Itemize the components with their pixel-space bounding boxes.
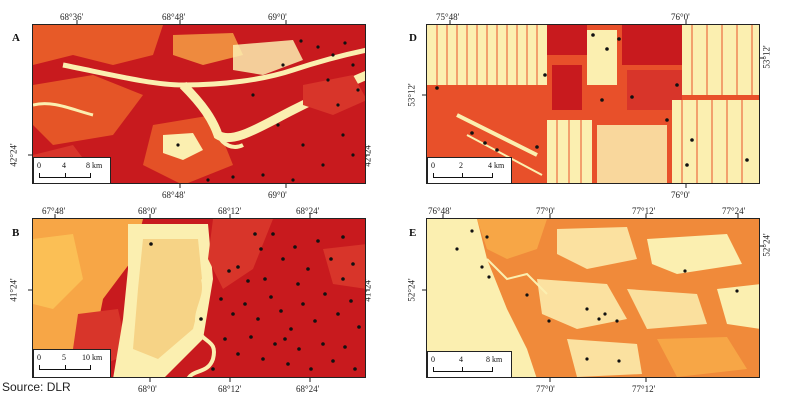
map-panel-d-raster bbox=[427, 25, 759, 183]
panel-d-top-coord-2: 76°0' bbox=[671, 12, 690, 22]
map-panel-a[interactable]: 0 4 8 km bbox=[32, 24, 366, 184]
panel-b-bottom-coord-3: 68°24' bbox=[296, 384, 320, 394]
scale-b-tick-2: 10 km bbox=[82, 353, 103, 362]
panel-b-label: B bbox=[12, 227, 20, 239]
map-panel-d[interactable]: 0 2 4 km bbox=[426, 24, 760, 184]
panel-a-label: A bbox=[12, 32, 20, 44]
panel-a-bottom-coord-2: 69°0' bbox=[268, 190, 287, 200]
panel-a-left-coord: 42°24' bbox=[8, 143, 19, 167]
panel-d-top-coord-1: 75°48' bbox=[436, 12, 460, 22]
scale-e-tick-2: 8 km bbox=[486, 355, 503, 364]
scale-e-tick-1: 4 bbox=[459, 355, 463, 364]
scale-d-tick-2: 4 km bbox=[488, 161, 505, 170]
panel-e-left-coord: 52°24' bbox=[406, 278, 417, 302]
panel-e-top-coord-2: 77°0' bbox=[536, 206, 555, 216]
scale-d-tick-1: 2 bbox=[459, 161, 463, 170]
panel-b-left-coord: 41°24' bbox=[8, 278, 19, 302]
panel-e-top-coord-3: 77°12' bbox=[632, 206, 656, 216]
panel-d-bottom-coord-1: 76°0' bbox=[671, 190, 690, 200]
panel-a-bottom-coord-1: 68°48' bbox=[162, 190, 186, 200]
panel-e-right-coord: 52°24' bbox=[761, 233, 772, 257]
scale-d-tick-0: 0 bbox=[431, 161, 435, 170]
panel-e-bottom-coord-2: 77°12' bbox=[632, 384, 656, 394]
panel-d-left-coord: 53°12' bbox=[406, 83, 417, 107]
scale-bar-b: 0 5 10 km bbox=[33, 349, 111, 377]
panel-e-label: E bbox=[409, 227, 417, 239]
source-credit: Source: DLR bbox=[2, 380, 71, 394]
scale-b-tick-1: 5 bbox=[62, 353, 66, 362]
panel-b-top-coord-1: 67°48' bbox=[42, 206, 66, 216]
scale-a-tick-2: 8 km bbox=[86, 161, 103, 170]
panel-a-top-coord-3: 69°0' bbox=[268, 12, 287, 22]
panel-b-top-coord-4: 68°24' bbox=[296, 206, 320, 216]
map-panel-a-raster bbox=[33, 25, 365, 183]
scale-bar-d: 0 2 4 km bbox=[427, 157, 512, 183]
panel-a-top-coord-1: 68°36' bbox=[60, 12, 84, 22]
map-panel-e-raster bbox=[427, 219, 759, 377]
panel-d-label: D bbox=[409, 32, 417, 44]
scale-bar-e: 0 4 8 km bbox=[427, 351, 512, 377]
panel-b-bottom-coord-2: 68°12' bbox=[218, 384, 242, 394]
panel-e-bottom-coord-1: 77°0' bbox=[536, 384, 555, 394]
map-panel-b-raster bbox=[33, 219, 365, 377]
scale-a-tick-0: 0 bbox=[37, 161, 41, 170]
scale-b-tick-0: 0 bbox=[37, 353, 41, 362]
panel-e-top-coord-1: 76°48' bbox=[428, 206, 452, 216]
scale-a-tick-1: 4 bbox=[62, 161, 66, 170]
panel-d-right-coord: 53°12' bbox=[761, 45, 772, 69]
panel-b-top-coord-2: 68°0' bbox=[138, 206, 157, 216]
panel-e-top-coord-4: 77°24' bbox=[722, 206, 746, 216]
panel-b-top-coord-3: 68°12' bbox=[218, 206, 242, 216]
map-panel-b[interactable]: 0 5 10 km bbox=[32, 218, 366, 378]
scale-bar-a: 0 4 8 km bbox=[33, 157, 111, 183]
panel-b-bottom-coord-1: 68°0' bbox=[138, 384, 157, 394]
scale-e-tick-0: 0 bbox=[431, 355, 435, 364]
map-panel-e[interactable]: 0 4 8 km bbox=[426, 218, 760, 378]
panel-a-top-coord-2: 68°48' bbox=[162, 12, 186, 22]
